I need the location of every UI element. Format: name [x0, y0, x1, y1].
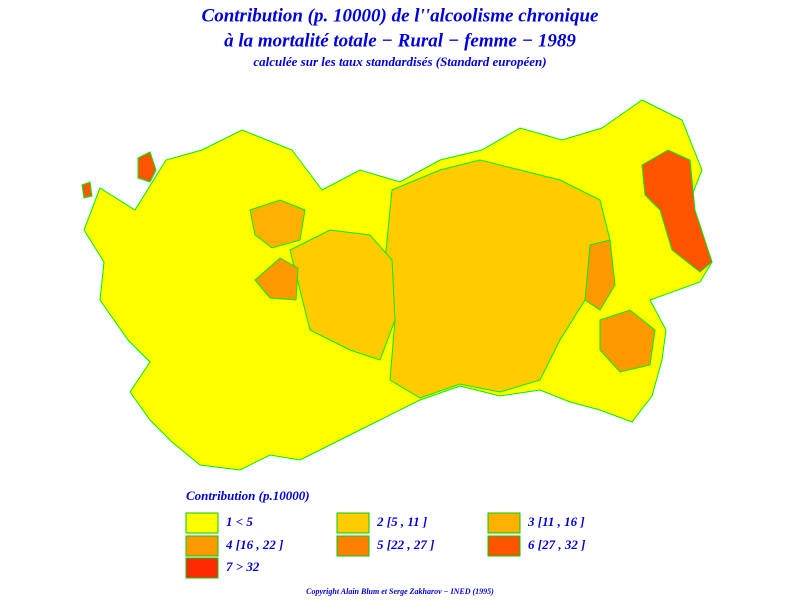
map-region [599, 309, 656, 373]
legend-swatch [185, 535, 219, 557]
map [81, 99, 713, 471]
title-line: à la mortalité totale − Rural − femme − … [224, 30, 576, 51]
subtitle: calculée sur les taux standardisés (Stan… [253, 54, 546, 69]
legend-label: 6 [27 , 32 ] [528, 537, 585, 552]
legend-label: 4 [16 , 22 ] [225, 537, 283, 552]
title-line: Contribution (p. 10000) de l''alcoolisme… [202, 5, 599, 26]
map-region [137, 151, 157, 183]
legend-swatch [487, 512, 521, 534]
map-region [384, 159, 611, 399]
legend-label: 2 [5 , 11 ] [376, 514, 427, 529]
map-region [81, 181, 93, 199]
legend-title: Contribution (p.10000) [186, 488, 310, 503]
legend: 1 < 5 2 [5 , 11 ] 3 [11 , 16 ] 4 [16 , 22 ]… [185, 512, 585, 579]
map-region [641, 149, 713, 273]
legend-label: 3 [11 , 16 ] [527, 514, 585, 529]
legend-label: 5 [22 , 27 ] [377, 537, 434, 552]
legend-swatch [336, 535, 370, 557]
legend-label: 7 > 32 [226, 559, 260, 574]
map-region [289, 229, 396, 361]
map-region [249, 199, 306, 249]
legend-swatch [487, 535, 521, 557]
copyright: Copyright Alain Blum et Serge Zakharov −… [306, 587, 494, 596]
legend-swatch [185, 557, 219, 579]
legend-label: 1 < 5 [226, 514, 253, 529]
legend-swatch [185, 512, 219, 534]
legend-swatch [336, 512, 370, 534]
map-region [584, 239, 616, 311]
map-region [254, 257, 299, 301]
